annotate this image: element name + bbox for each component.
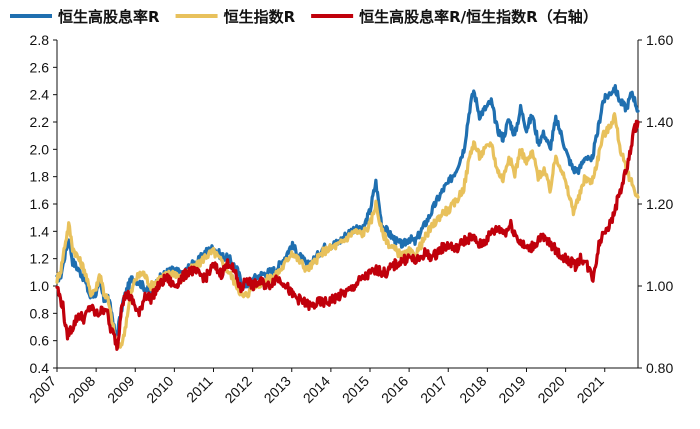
y-left-tick-label: 1.2 <box>30 251 50 267</box>
y-left-tick-label: 2.0 <box>30 141 50 157</box>
y-left-tick-label: 1.0 <box>30 278 50 294</box>
series-line-3 <box>55 119 640 351</box>
legend-label-2: 恒生指数R <box>224 8 296 26</box>
x-tick-label: 2018 <box>456 373 489 406</box>
series-line-2 <box>55 112 640 349</box>
y-right-tick-label: 1.40 <box>646 114 673 130</box>
x-tick-label: 2020 <box>534 373 567 406</box>
x-tick-label: 2014 <box>300 373 333 406</box>
y-left-tick-label: 2.8 <box>30 32 50 48</box>
x-tick-label: 2008 <box>65 373 98 406</box>
y-left-tick-label: 2.4 <box>30 87 50 103</box>
y-left-tick-label: 0.6 <box>30 333 50 349</box>
legend-label-3: 恒生高股息率R/恒生指数R（右轴） <box>359 8 598 26</box>
x-tick-label: 2017 <box>417 373 450 406</box>
x-tick-label: 2012 <box>221 373 254 406</box>
x-tick-label: 2016 <box>378 373 411 406</box>
y-left-tick-label: 0.8 <box>30 305 50 321</box>
y-right-tick-label: 1.60 <box>646 32 673 48</box>
x-tick-label: 2010 <box>143 373 176 406</box>
y-right-tick-label: 0.80 <box>646 360 673 376</box>
x-tick-label: 2015 <box>339 373 372 406</box>
legend-label-1: 恒生高股息率R <box>58 8 160 26</box>
x-tick-label: 2021 <box>574 373 607 406</box>
y-left-tick-label: 1.6 <box>30 196 50 212</box>
y-right-tick-label: 1.00 <box>646 278 673 294</box>
x-tick-label: 2009 <box>104 373 137 406</box>
y-right-tick-label: 1.20 <box>646 196 673 212</box>
y-left-tick-label: 2.2 <box>30 114 50 130</box>
x-tick-label: 2011 <box>183 373 216 406</box>
y-left-tick-label: 1.4 <box>30 223 50 239</box>
x-tick-label: 2007 <box>26 373 59 406</box>
y-left-tick-label: 2.6 <box>30 59 50 75</box>
y-left-tick-label: 0.4 <box>30 360 50 376</box>
y-left-tick-label: 1.8 <box>30 169 50 185</box>
x-tick-label: 2013 <box>261 373 294 406</box>
x-tick-label: 2019 <box>495 373 528 406</box>
